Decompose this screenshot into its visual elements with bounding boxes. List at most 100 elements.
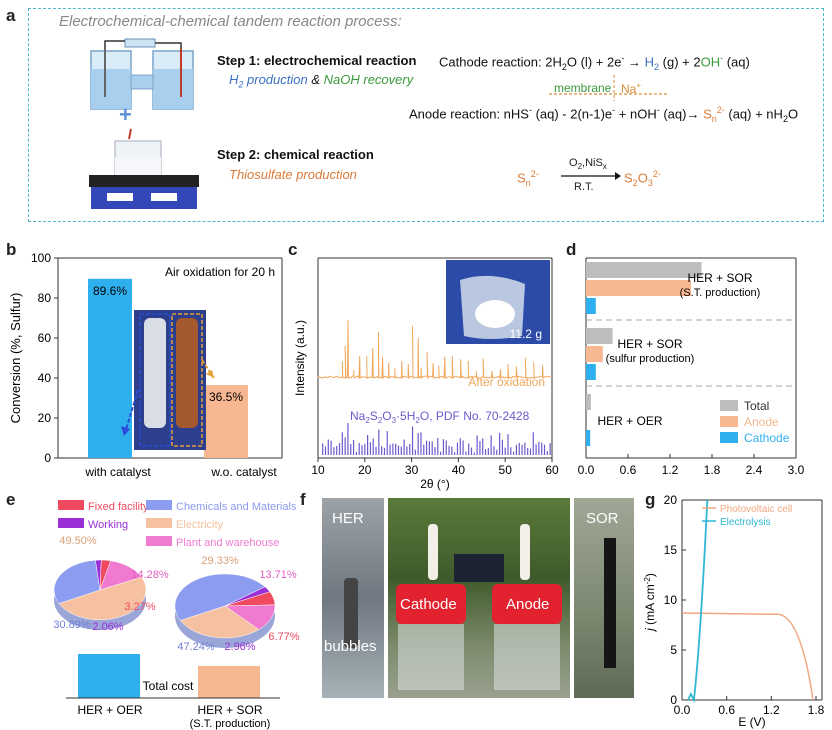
panel-d-legend-swatch bbox=[720, 432, 738, 443]
panel-c-xtick: 10 bbox=[311, 463, 325, 477]
step2-title: Step 2: chemical reaction bbox=[217, 147, 374, 162]
panel-e-legend-label: Electricity bbox=[176, 519, 224, 531]
panel-b-ylabel: Conversion (%, Sulfur) bbox=[8, 293, 23, 424]
panel-d-group-label: HER + SOR bbox=[687, 271, 752, 285]
membrane-label: membrane bbox=[554, 81, 612, 95]
cathode-reaction: Cathode reaction: 2H2O (l) + 2e- → H2 (g… bbox=[439, 53, 750, 72]
step1-subtitle: H2 production & NaOH recovery bbox=[229, 72, 414, 90]
pie1-label: 49.50% bbox=[59, 535, 97, 547]
panel-d-bar-anode bbox=[586, 280, 691, 296]
panel-c-xtick: 40 bbox=[452, 463, 466, 477]
panel-b-ytick: 100 bbox=[31, 251, 51, 265]
pie-slice bbox=[53, 559, 101, 604]
total-cost-label: Total cost bbox=[143, 679, 194, 693]
pie2-label: 2.96% bbox=[224, 641, 255, 653]
panel-d-chart: 0.0 0.6 1.2 1.8 2.4 3.0 HER + SOR (S.T. produc… bbox=[578, 257, 805, 477]
step2-subtitle: Thiosulfate production bbox=[229, 167, 357, 182]
pie2-label: 29.33% bbox=[201, 555, 239, 567]
panel-e-legend-swatch bbox=[146, 500, 172, 510]
hotplate-illustration bbox=[89, 128, 199, 209]
panel-g-ylabel: j (mA cm-2) bbox=[643, 573, 657, 633]
chem-product: S2O32- bbox=[624, 169, 661, 188]
panel-d-group-label: HER + OER bbox=[597, 414, 662, 428]
panel-label-e: e bbox=[6, 490, 16, 509]
panel-g-ytick: 5 bbox=[670, 643, 677, 657]
pie-slice bbox=[174, 573, 266, 621]
pie2-label: 6.77% bbox=[268, 631, 299, 643]
panel-label-f: f bbox=[300, 490, 306, 509]
panel-b-ytick: 40 bbox=[38, 371, 52, 385]
anode-photo-label: Anode bbox=[506, 596, 550, 613]
panel-d-xtick: 0.0 bbox=[578, 463, 595, 477]
membrane-line bbox=[549, 93, 669, 95]
product-bag-photo: 11.2 g bbox=[446, 260, 550, 344]
panel-g-ytick: 15 bbox=[664, 543, 678, 557]
her-photo: HER bubbles bbox=[322, 498, 384, 698]
panel-d-legend-swatch bbox=[720, 416, 738, 427]
chem-reactant: Sn2- bbox=[517, 169, 539, 188]
panel-g-xtick: 1.2 bbox=[763, 703, 780, 717]
electrolysis-curve bbox=[687, 499, 709, 704]
electrochemical-cell-illustration bbox=[90, 38, 194, 110]
sor-photo: SOR bbox=[574, 498, 634, 698]
panel-d-bar-total bbox=[586, 262, 702, 278]
anode-reaction: Anode reaction: nHS- (aq) - 2(n-1)e- + n… bbox=[409, 105, 799, 124]
step1-title: Step 1: electrochemical reaction bbox=[217, 53, 417, 68]
panel-b-category: with catalyst bbox=[84, 465, 151, 479]
panel-b-value-label: 36.5% bbox=[209, 390, 243, 404]
legend-electrolysis: Electrolysis bbox=[720, 517, 771, 528]
panel-g-xtick: 0.0 bbox=[674, 703, 691, 717]
pie2-label: 13.71% bbox=[259, 569, 297, 581]
panel-d-legend-label: Total bbox=[744, 399, 769, 413]
panel-g-ytick: 0 bbox=[670, 693, 677, 707]
sodium-ion-label: Na+ bbox=[621, 81, 642, 96]
panel-c-xtick: 20 bbox=[358, 463, 372, 477]
product-mass-label: 11.2 g bbox=[510, 327, 542, 341]
panel-g-chart: j (mA cm-2) E (V) 0 5 10 15 20 0.0 0.6 1.2 1.8 P… bbox=[643, 493, 825, 729]
panel-d-bar-total bbox=[586, 328, 613, 344]
panel-label-g: g bbox=[645, 490, 656, 509]
vial-photo-inset bbox=[121, 310, 215, 450]
plus-sign: + bbox=[119, 102, 132, 127]
panel-d-group-label: HER + SOR bbox=[617, 337, 682, 351]
pie2-label: 47.24% bbox=[177, 641, 215, 653]
total-cost-bars: Total cost HER + OER HER + SOR (S.T. pro… bbox=[66, 654, 280, 730]
panel-d-xtick: 2.4 bbox=[746, 463, 763, 477]
panel-c-xlabel: 2θ (°) bbox=[420, 477, 449, 491]
panel-e-legend-swatch bbox=[146, 536, 172, 546]
panel-e-legend-label: Working bbox=[88, 519, 128, 531]
panel-c-ylabel: Intensity (a.u.) bbox=[293, 320, 307, 396]
pie-slice bbox=[179, 605, 260, 639]
panel-e-legend-swatch bbox=[146, 518, 172, 528]
panel-b-bar bbox=[204, 385, 248, 458]
panel-c-xtick: 50 bbox=[499, 463, 513, 477]
bar-label-her-sor: HER + SOR bbox=[197, 703, 262, 717]
panel-b-ytick: 80 bbox=[38, 291, 52, 305]
panel-d-legend-swatch bbox=[720, 400, 738, 411]
bubbles-label: bubbles bbox=[324, 638, 377, 655]
panel-b-ytick: 60 bbox=[38, 331, 52, 345]
cell-setup-photo: Cathode Anode bbox=[388, 498, 570, 698]
legend-pv: Photovoltaic cell bbox=[720, 504, 792, 515]
chem-condition-below: R.T. bbox=[574, 181, 594, 193]
panel-label-a: a bbox=[6, 6, 16, 25]
panel-b-annotation: Air oxidation for 20 h bbox=[165, 265, 275, 279]
total-cost-bar-her-oer bbox=[78, 654, 140, 698]
panel-e-legend-label: Fixed facility bbox=[88, 501, 149, 513]
panel-a-box: Electrochemical-chemical tandem reaction… bbox=[28, 8, 824, 222]
panel-label-b: b bbox=[6, 240, 17, 259]
pie1-label: 30.89% bbox=[53, 619, 91, 631]
panel-g-xtick: 1.8 bbox=[808, 703, 825, 717]
panel-d-bar-cathode bbox=[586, 364, 596, 380]
panel-d-xtick: 0.6 bbox=[620, 463, 637, 477]
panel-g-xtick: 0.6 bbox=[718, 703, 735, 717]
pie-slice bbox=[58, 576, 147, 621]
panel-e-legend-label: Plant and warehouse bbox=[176, 537, 279, 549]
panel-b-ytick: 0 bbox=[44, 451, 51, 465]
panel-b-value-label: 89.6% bbox=[93, 284, 127, 298]
pie1-label: 2.06% bbox=[92, 621, 123, 633]
cathode-photo-label: Cathode bbox=[400, 596, 457, 613]
panel-d-xtick: 1.2 bbox=[662, 463, 679, 477]
bar-label-her-oer: HER + OER bbox=[77, 703, 142, 717]
panel-c-xtick: 30 bbox=[405, 463, 419, 477]
